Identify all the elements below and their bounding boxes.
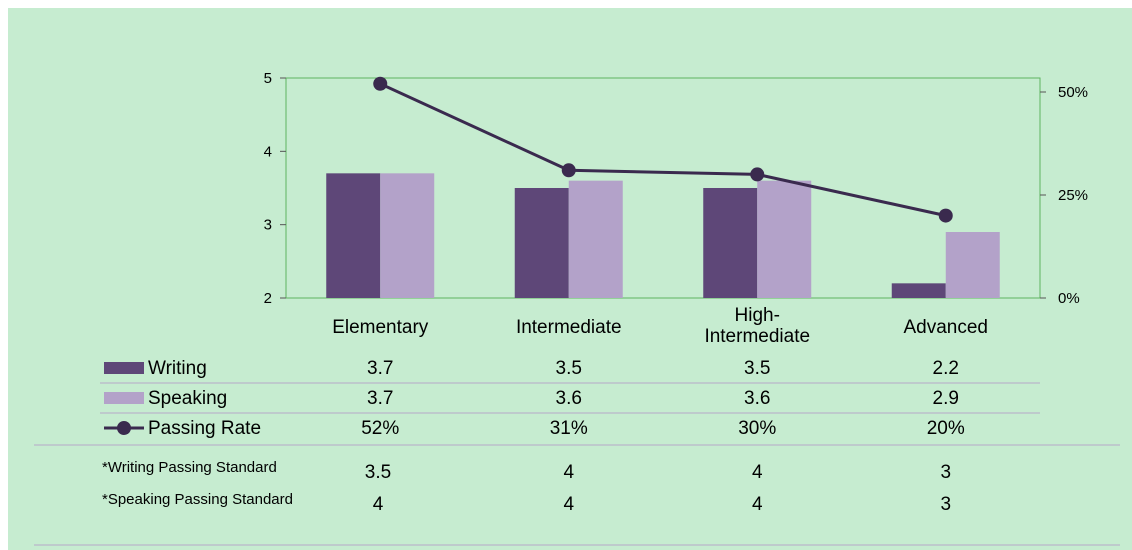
legend-label: Writing [148,358,207,379]
data-table-value: 52% [361,418,399,439]
bar-writing [326,173,381,298]
legend-key-writing [104,362,144,374]
data-table-value: 2.9 [933,388,959,409]
legend-key-speaking [104,392,144,404]
category-label-line: Intermediate [516,317,622,338]
bar-writing [891,283,946,298]
legend-key-passing-rate-marker [117,421,131,435]
passing-rate-point [561,163,576,178]
bar-writing [514,188,569,298]
bar-speaking [568,180,623,298]
category-label: Advanced [903,317,988,338]
legend-label: Speaking [148,388,227,409]
left-axis-tick-label: 3 [264,217,272,234]
standard-value: 3 [940,494,951,515]
passing-rate-point [373,76,388,91]
bar-speaking [757,180,812,298]
data-table-value: 20% [927,418,965,439]
standard-value: 4 [563,494,574,515]
data-table-value: 3.7 [367,388,393,409]
standard-value: 4 [563,462,574,483]
passing-rate-point [938,208,953,223]
passing-rate-point [750,167,765,182]
right-axis-tick-label: 0% [1058,290,1080,307]
data-table-value: 3.6 [744,388,770,409]
data-table-value: 2.2 [933,358,959,379]
right-axis-tick-label: 25% [1058,187,1088,204]
category-label: High-Intermediate [704,305,810,347]
right-axis-tick-label: 50% [1058,84,1088,101]
standard-value: 4 [373,494,384,515]
data-table-value: 3.7 [367,358,393,379]
bar-speaking [380,173,435,298]
data-table-value: 31% [550,418,588,439]
legend-label: Passing Rate [148,418,261,439]
category-label-line: High- [735,305,780,326]
data-table-value: 3.6 [556,388,582,409]
plot-area [285,77,1041,299]
standard-value: 3.5 [365,462,391,483]
standard-label: *Writing Passing Standard [102,459,277,476]
left-axis-tick-label: 4 [264,143,272,160]
category-label-line: Intermediate [704,326,810,347]
passing-rate-line [379,82,947,218]
standard-value: 3 [940,462,951,483]
standard-value: 4 [752,462,763,483]
standard-label: *Speaking Passing Standard [102,491,293,508]
category-label-line: Elementary [332,317,429,338]
standard-value: 4 [752,494,763,515]
left-axis-tick-label: 5 [264,70,272,87]
data-table-value: 3.5 [556,358,582,379]
data-table-value: 30% [738,418,776,439]
category-label: Intermediate [516,317,622,338]
data-table-value: 3.5 [744,358,770,379]
category-label-line: Advanced [903,317,988,338]
left-axis-tick-label: 2 [264,290,272,307]
bar-speaking [945,232,1000,298]
bar-writing [703,188,758,298]
category-label: Elementary [332,317,429,338]
